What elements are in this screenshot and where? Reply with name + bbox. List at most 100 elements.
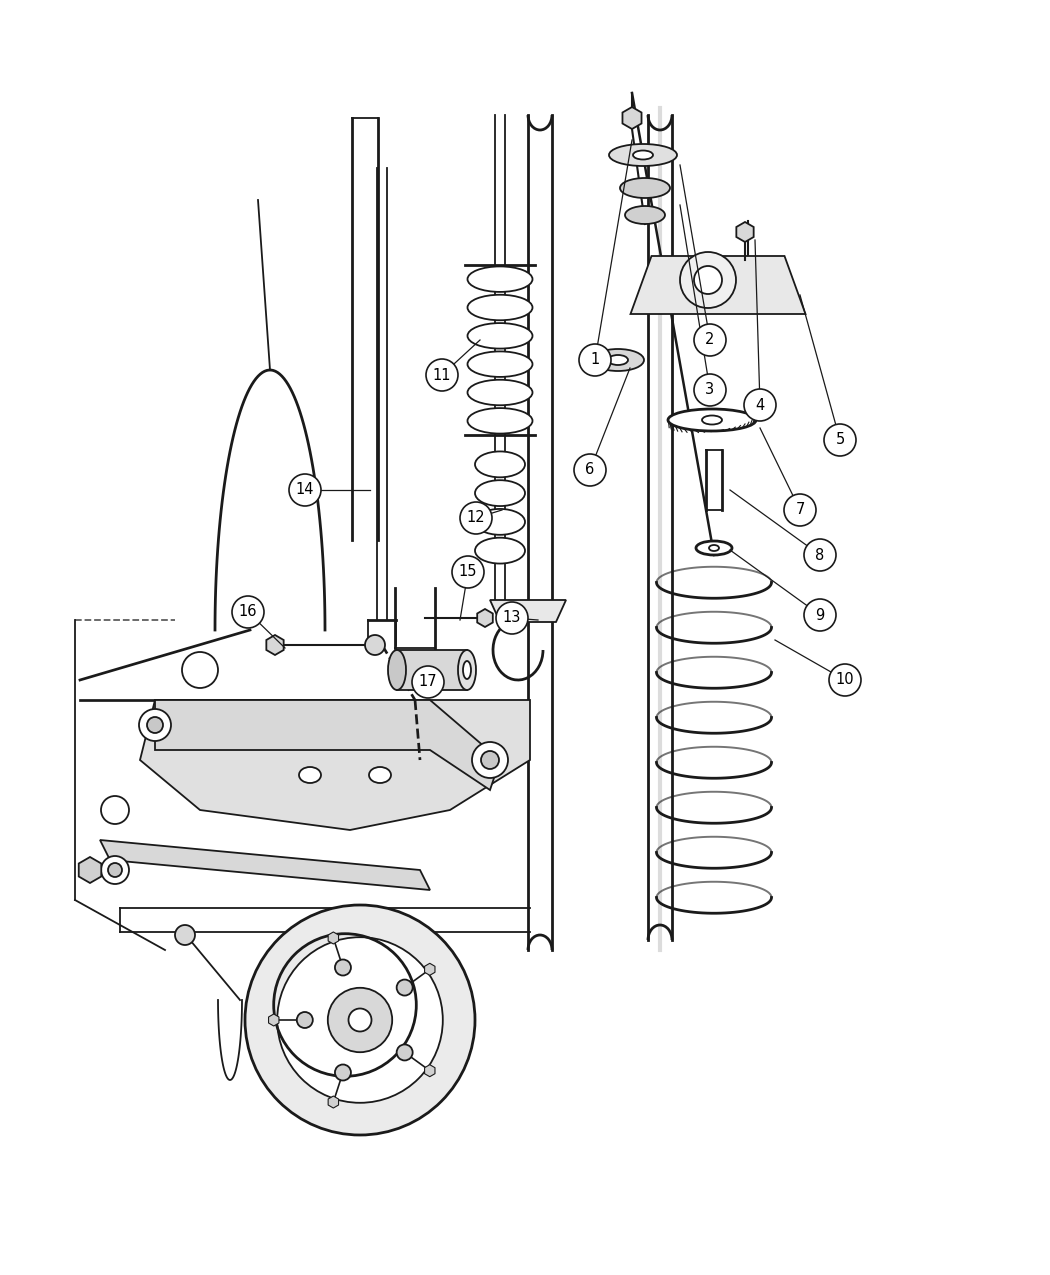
Text: 3: 3 — [706, 382, 715, 398]
Circle shape — [139, 709, 171, 741]
Polygon shape — [490, 601, 566, 622]
Circle shape — [472, 742, 508, 778]
Circle shape — [365, 635, 385, 655]
Circle shape — [496, 602, 528, 634]
Polygon shape — [329, 1096, 338, 1108]
Circle shape — [182, 652, 218, 688]
Ellipse shape — [475, 538, 525, 564]
Ellipse shape — [369, 732, 391, 748]
Ellipse shape — [709, 544, 719, 551]
Ellipse shape — [467, 323, 532, 348]
Ellipse shape — [467, 352, 532, 377]
Text: 4: 4 — [755, 398, 764, 413]
Text: 7: 7 — [795, 502, 804, 518]
Ellipse shape — [475, 451, 525, 477]
Polygon shape — [155, 700, 500, 790]
Circle shape — [694, 374, 726, 405]
Circle shape — [784, 493, 816, 527]
Circle shape — [101, 856, 129, 884]
Bar — [397, 650, 467, 690]
Ellipse shape — [702, 416, 722, 425]
Text: 5: 5 — [836, 432, 844, 448]
Circle shape — [232, 595, 264, 629]
Ellipse shape — [388, 650, 406, 690]
Text: 10: 10 — [836, 672, 855, 687]
Text: 1: 1 — [590, 352, 600, 367]
Ellipse shape — [467, 295, 532, 320]
Ellipse shape — [299, 768, 321, 783]
Polygon shape — [424, 1065, 435, 1076]
Circle shape — [335, 960, 351, 975]
Ellipse shape — [633, 150, 653, 159]
Circle shape — [101, 796, 129, 824]
Polygon shape — [630, 256, 805, 314]
Ellipse shape — [299, 732, 321, 748]
Polygon shape — [329, 932, 338, 944]
Ellipse shape — [668, 409, 756, 431]
Text: 16: 16 — [238, 604, 257, 620]
Circle shape — [147, 717, 163, 733]
Circle shape — [297, 1012, 313, 1028]
Ellipse shape — [433, 740, 467, 756]
Text: 6: 6 — [586, 463, 594, 478]
Circle shape — [804, 539, 836, 571]
Ellipse shape — [475, 509, 525, 534]
Ellipse shape — [608, 354, 628, 365]
Circle shape — [412, 666, 444, 697]
Circle shape — [397, 979, 413, 996]
Ellipse shape — [696, 541, 732, 555]
Circle shape — [108, 863, 122, 877]
Polygon shape — [79, 857, 101, 884]
Circle shape — [452, 556, 484, 588]
Circle shape — [245, 905, 475, 1135]
Circle shape — [289, 474, 321, 506]
Circle shape — [744, 389, 776, 421]
Text: 13: 13 — [503, 611, 521, 626]
Circle shape — [277, 937, 443, 1103]
Ellipse shape — [475, 481, 525, 506]
Circle shape — [481, 751, 499, 769]
Polygon shape — [424, 964, 435, 975]
Text: 14: 14 — [296, 482, 314, 497]
Polygon shape — [736, 222, 754, 242]
Text: 15: 15 — [459, 565, 478, 580]
Text: 8: 8 — [816, 547, 824, 562]
Text: 17: 17 — [419, 674, 437, 690]
Ellipse shape — [467, 380, 532, 405]
Circle shape — [175, 924, 195, 945]
Ellipse shape — [467, 266, 532, 292]
Polygon shape — [267, 635, 284, 655]
Ellipse shape — [592, 349, 644, 371]
Circle shape — [694, 266, 722, 295]
Polygon shape — [140, 700, 530, 830]
Ellipse shape — [458, 650, 476, 690]
Polygon shape — [477, 609, 492, 627]
Ellipse shape — [609, 144, 677, 166]
Circle shape — [397, 1044, 413, 1061]
Circle shape — [574, 454, 606, 486]
Ellipse shape — [229, 732, 251, 748]
Circle shape — [824, 425, 856, 456]
Polygon shape — [269, 1014, 279, 1026]
Ellipse shape — [369, 768, 391, 783]
Circle shape — [680, 252, 736, 309]
Circle shape — [804, 599, 836, 631]
Circle shape — [349, 1009, 372, 1031]
Circle shape — [460, 502, 492, 534]
Circle shape — [328, 988, 393, 1052]
Circle shape — [335, 1065, 351, 1080]
Text: 9: 9 — [816, 607, 824, 622]
Circle shape — [426, 360, 458, 391]
Ellipse shape — [463, 660, 471, 680]
Polygon shape — [100, 840, 430, 890]
Text: 12: 12 — [466, 510, 485, 525]
Ellipse shape — [625, 207, 665, 224]
Circle shape — [579, 344, 611, 376]
Polygon shape — [623, 107, 642, 129]
Circle shape — [694, 324, 726, 356]
Ellipse shape — [467, 408, 532, 434]
Circle shape — [830, 664, 861, 696]
Text: 2: 2 — [706, 333, 715, 348]
Ellipse shape — [620, 179, 670, 198]
Text: 11: 11 — [433, 367, 452, 382]
